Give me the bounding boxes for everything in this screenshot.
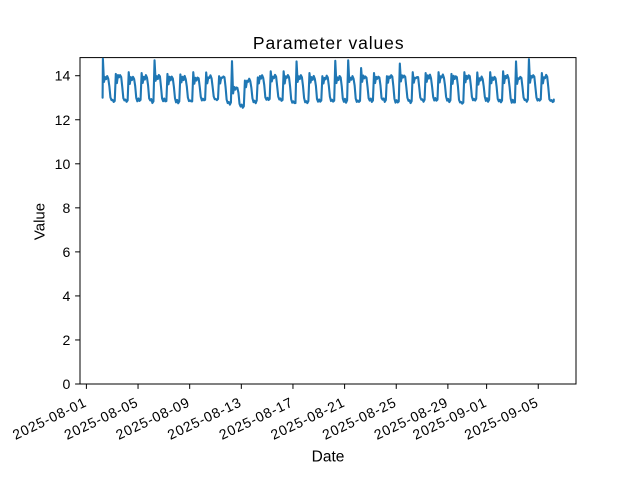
svg-text:12: 12 <box>55 112 71 128</box>
svg-text:Parameter values: Parameter values <box>253 33 405 53</box>
svg-text:10: 10 <box>55 156 71 172</box>
svg-text:14: 14 <box>55 68 71 84</box>
svg-text:Value: Value <box>32 203 49 240</box>
svg-text:4: 4 <box>62 288 70 304</box>
svg-text:8: 8 <box>62 200 70 216</box>
svg-text:0: 0 <box>62 376 70 392</box>
svg-text:2: 2 <box>62 332 70 348</box>
svg-text:6: 6 <box>62 244 70 260</box>
svg-text:Date: Date <box>312 448 345 465</box>
